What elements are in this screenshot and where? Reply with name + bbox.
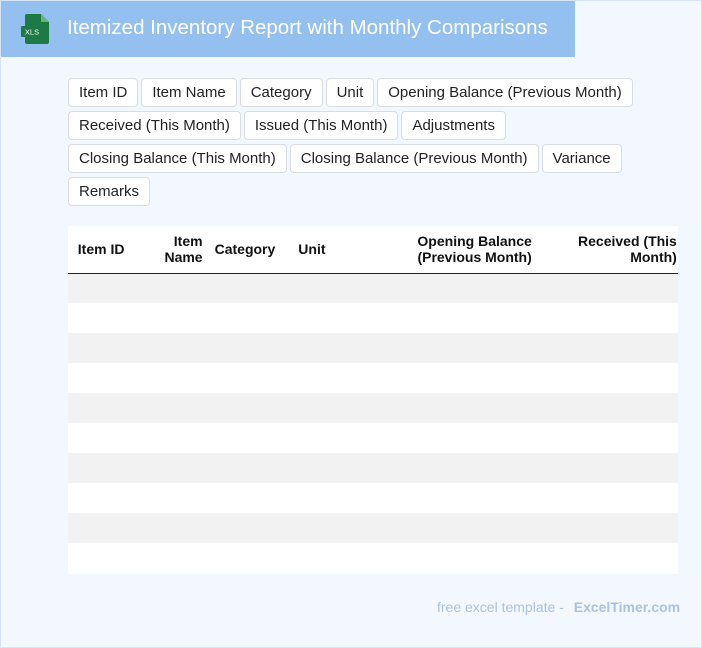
column-chip[interactable]: Adjustments xyxy=(401,111,506,140)
table-cell[interactable] xyxy=(359,423,538,453)
table-cell[interactable] xyxy=(208,363,293,393)
column-chip[interactable]: Received (This Month) xyxy=(68,111,241,140)
table-header-row: Item ID Item Name Category Unit Opening Bala… xyxy=(68,226,678,274)
table-row xyxy=(68,453,678,483)
table-cell[interactable] xyxy=(208,453,293,483)
column-chip[interactable]: Variance xyxy=(541,144,622,173)
table-cell[interactable] xyxy=(359,363,538,393)
table-cell[interactable] xyxy=(537,303,678,333)
table-cell[interactable] xyxy=(130,363,209,393)
column-header: Category xyxy=(208,226,293,274)
table-cell[interactable] xyxy=(292,543,360,573)
table-cell[interactable] xyxy=(292,453,360,483)
column-chip[interactable]: Category xyxy=(239,78,323,107)
table-cell[interactable] xyxy=(359,483,538,513)
inventory-table-viewport[interactable]: Item ID Item Name Category Unit Opening Bala… xyxy=(68,226,678,574)
table-row xyxy=(68,483,678,513)
table-cell[interactable] xyxy=(130,333,209,363)
table-cell[interactable] xyxy=(68,273,131,303)
column-chip[interactable]: Unit xyxy=(325,78,375,107)
column-chip[interactable]: Closing Balance (Previous Month) xyxy=(289,144,539,173)
table-cell[interactable] xyxy=(537,423,678,453)
table-cell[interactable] xyxy=(68,513,131,543)
table-cell[interactable] xyxy=(130,393,209,423)
table-cell[interactable] xyxy=(292,363,360,393)
table-cell[interactable] xyxy=(208,423,293,453)
table-cell[interactable] xyxy=(130,543,209,573)
table-cell[interactable] xyxy=(537,273,678,303)
page-title: Itemized Inventory Report with Monthly C… xyxy=(67,16,548,39)
table-cell[interactable] xyxy=(292,273,360,303)
table-cell[interactable] xyxy=(208,303,293,333)
table-cell[interactable] xyxy=(537,363,678,393)
table-cell[interactable] xyxy=(292,513,360,543)
table-cell[interactable] xyxy=(537,393,678,423)
column-header: Item Name xyxy=(130,226,209,274)
table-cell[interactable] xyxy=(537,453,678,483)
column-chip[interactable]: Opening Balance (Previous Month) xyxy=(377,78,633,107)
table-row xyxy=(68,303,678,333)
table-row xyxy=(68,513,678,543)
table-cell[interactable] xyxy=(292,483,360,513)
table-cell[interactable] xyxy=(130,423,209,453)
table-cell[interactable] xyxy=(68,303,131,333)
column-header: Received (This Month) xyxy=(537,226,678,274)
table-cell[interactable] xyxy=(130,513,209,543)
table-cell[interactable] xyxy=(292,333,360,363)
table-cell[interactable] xyxy=(68,393,131,423)
table-cell[interactable] xyxy=(292,423,360,453)
column-header: Unit xyxy=(292,226,360,274)
table-cell[interactable] xyxy=(359,513,538,543)
column-chip[interactable]: Issued (This Month) xyxy=(243,111,399,140)
table-cell[interactable] xyxy=(537,543,678,573)
table-cell[interactable] xyxy=(359,303,538,333)
table-cell[interactable] xyxy=(359,273,538,303)
table-row xyxy=(68,543,678,573)
table-cell[interactable] xyxy=(130,483,209,513)
table-row xyxy=(68,333,678,363)
column-chip-list: Item ID Item Name Category Unit Opening Bala… xyxy=(68,78,638,206)
table-cell[interactable] xyxy=(208,513,293,543)
table-cell[interactable] xyxy=(208,393,293,423)
table-cell[interactable] xyxy=(537,483,678,513)
table-cell[interactable] xyxy=(359,333,538,363)
table-cell[interactable] xyxy=(68,543,131,573)
title-bar: XLS Itemized Inventory Report with Month… xyxy=(1,1,575,57)
table-cell[interactable] xyxy=(208,273,293,303)
table-cell[interactable] xyxy=(130,453,209,483)
table-cell[interactable] xyxy=(130,273,209,303)
column-chip[interactable]: Item ID xyxy=(68,78,139,107)
footer-brand-link[interactable]: ExcelTimer.com xyxy=(573,599,681,615)
column-header: Opening Balance (Previous Month) xyxy=(359,226,538,274)
table-row xyxy=(68,363,678,393)
table-cell[interactable] xyxy=(292,393,360,423)
column-chip[interactable]: Item Name xyxy=(141,78,237,107)
table-cell[interactable] xyxy=(68,453,131,483)
svg-text:XLS: XLS xyxy=(25,28,39,37)
table-cell[interactable] xyxy=(359,543,538,573)
table-cell[interactable] xyxy=(68,423,131,453)
table-cell[interactable] xyxy=(68,363,131,393)
footer-prefix: free excel template - xyxy=(437,599,564,615)
table-cell[interactable] xyxy=(292,303,360,333)
table-cell[interactable] xyxy=(68,333,131,363)
column-chip[interactable]: Closing Balance (This Month) xyxy=(68,144,287,173)
footer-credit: free excel template - ExcelTimer.com xyxy=(437,599,680,615)
table-cell[interactable] xyxy=(68,483,131,513)
inventory-table: Item ID Item Name Category Unit Opening Bala… xyxy=(68,226,678,573)
table-cell[interactable] xyxy=(359,453,538,483)
table-cell[interactable] xyxy=(130,303,209,333)
table-row xyxy=(68,393,678,423)
table-cell[interactable] xyxy=(208,483,293,513)
table-cell[interactable] xyxy=(359,393,538,423)
column-header: Item ID xyxy=(68,226,131,274)
table-cell[interactable] xyxy=(208,333,293,363)
table-cell[interactable] xyxy=(208,543,293,573)
table-cell[interactable] xyxy=(537,513,678,543)
table-row xyxy=(68,273,678,303)
column-chip[interactable]: Remarks xyxy=(68,177,151,206)
table-cell[interactable] xyxy=(537,333,678,363)
table-row xyxy=(68,423,678,453)
excel-file-icon: XLS xyxy=(21,14,49,44)
